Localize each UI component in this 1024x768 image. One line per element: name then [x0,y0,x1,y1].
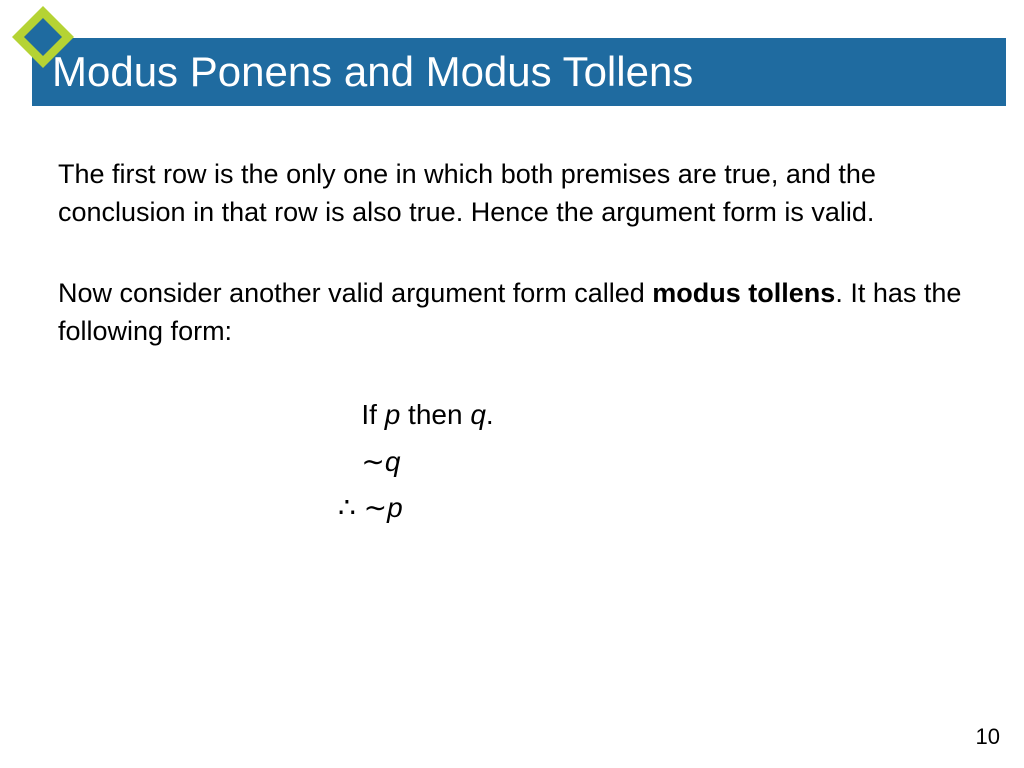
decorative-diamond-icon [12,6,74,68]
arg-period: . [486,399,494,430]
paragraph-1: The first row is the only one in which b… [58,155,966,232]
arg-therefore: ∴ [338,492,364,523]
arg-q1: q [470,399,486,430]
arg-not-2: ∼ [364,492,387,523]
slide-title-bar: Modus Ponens and Modus Tollens [32,38,1006,106]
page-number: 10 [976,724,1000,750]
paragraph-2-bold: modus tollens [652,278,835,308]
paragraph-2: Now consider another valid argument form… [58,274,966,351]
argument-line-2: ∼q [338,439,966,485]
paragraph-2-pre: Now consider another valid argument form… [58,278,652,308]
slide-title: Modus Ponens and Modus Tollens [52,48,693,96]
arg-q2: q [385,446,401,477]
argument-line-1: If p then q. [338,392,966,438]
argument-line-3: ∴ ∼p [338,485,966,531]
arg-if: If [361,399,384,430]
arg-then: then [408,399,470,430]
arg-not-1: ∼ [361,446,384,477]
slide-body: The first row is the only one in which b… [58,155,966,531]
arg-p1: p [385,399,408,430]
arg-p2: p [387,492,403,523]
argument-form: If p then q. ∼q ∴ ∼p [338,392,966,531]
